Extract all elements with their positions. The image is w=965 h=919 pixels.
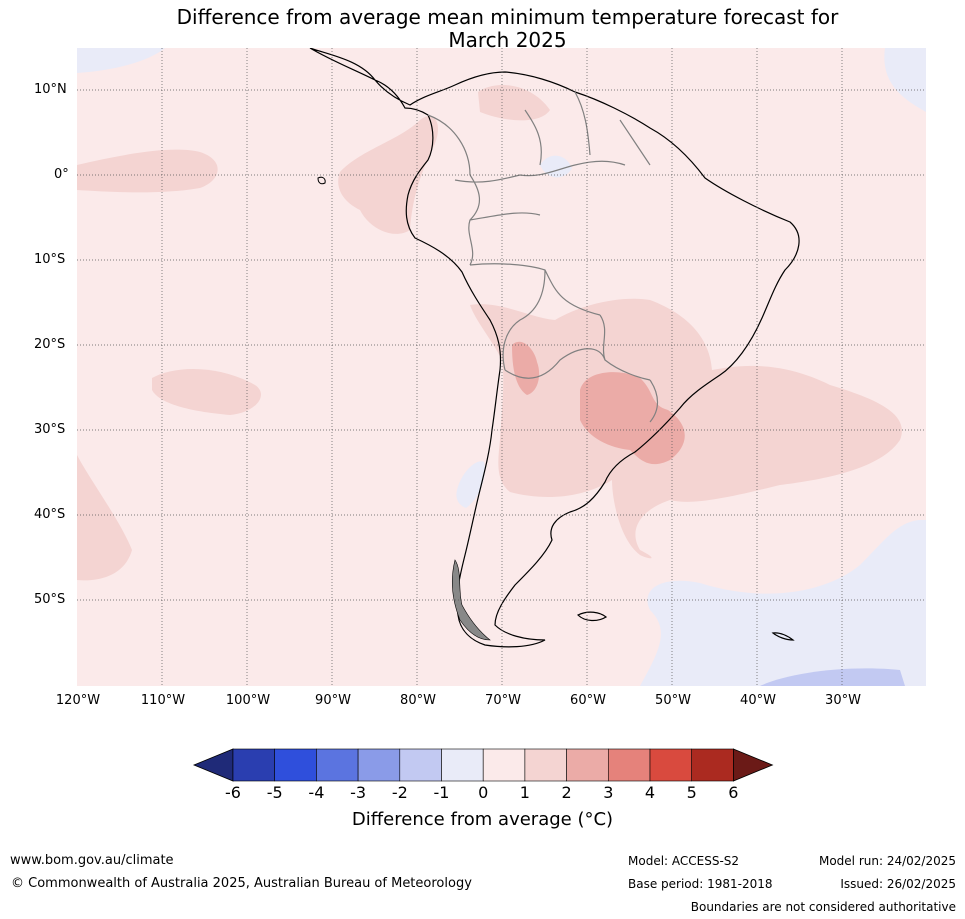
colorbar-swatch (524, 748, 567, 782)
lon-label-40w: 40°W (740, 693, 776, 708)
colorbar-tick-label: -2 (391, 783, 408, 802)
lat-label-10n: 10°N (34, 82, 67, 97)
colorbar-tick-label: -5 (266, 783, 283, 802)
warm-patch-caribbean (478, 85, 550, 121)
colorbar-arrow-low (192, 748, 234, 782)
colorbar-swatch (399, 748, 442, 782)
south-america-coastline (309, 48, 800, 648)
colorbar-swatch (607, 748, 651, 782)
colorbar-tick-label: 6 (728, 783, 739, 802)
colorbar-tick-label: 3 (603, 783, 614, 802)
colorbar (192, 748, 774, 782)
colorbar-tick-label: -1 (433, 783, 450, 802)
map-title-line1: Difference from average mean minimum tem… (176, 5, 839, 29)
colorbar-tick-label: -6 (225, 783, 241, 802)
colorbar-swatch (566, 748, 609, 782)
cool-patch-deep (760, 668, 905, 686)
footer-base-period: Base period: 1981-2018 (628, 877, 773, 891)
cool-patch-nw (77, 48, 165, 73)
lat-label-10s: 10°S (34, 252, 66, 267)
south-georgia (771, 632, 795, 641)
graticule (77, 48, 926, 686)
colorbar-swatch (357, 748, 401, 782)
warm-patch-southeast-pacific (77, 455, 132, 581)
lon-label-60w: 60°W (570, 693, 606, 708)
colorbar-tick-label: 4 (644, 783, 656, 802)
anomaly-0-1-field (77, 48, 926, 686)
patagonia-islands (451, 559, 491, 641)
colorbar-tick-label: 0 (478, 783, 489, 802)
lon-label-90w: 90°W (315, 693, 351, 708)
colorbar-tick-label: -4 (308, 783, 325, 802)
footer-url: www.bom.gov.au/climate (10, 853, 174, 868)
colorbar-tick-label: 1 (519, 783, 530, 802)
warm-patch-colombia-coast (338, 116, 439, 234)
warm-patch-paraguay-west (512, 341, 540, 395)
lon-label-70w: 70°W (485, 693, 521, 708)
colorbar-tick-label: 5 (686, 783, 697, 802)
footer-model: Model: ACCESS-S2 (628, 854, 740, 868)
colorbar-swatch (441, 748, 484, 782)
lat-label-0: 0° (54, 167, 69, 182)
cool-patch-ne (884, 48, 926, 112)
colorbar-tick-label: 2 (561, 783, 572, 802)
warm-patch-equatorial-pacific (77, 149, 218, 193)
lat-label-40s: 40°S (34, 507, 66, 522)
galapagos-islands (317, 176, 326, 185)
lon-label-50w: 50°W (655, 693, 691, 708)
colorbar-swatch (482, 748, 526, 782)
colorbar-swatch (232, 748, 276, 782)
footer-disclaimer: Boundaries are not considered authoritat… (690, 900, 956, 914)
country-borders (427, 91, 659, 423)
warm-patch-la-plata (580, 372, 685, 465)
lat-label-50s: 50°S (34, 592, 66, 607)
lon-label-80w: 80°W (400, 693, 436, 708)
colorbar-label: Difference from average (°C) (351, 809, 614, 830)
colorbar-swatch (649, 748, 693, 782)
footer-model-run: Model run: 24/02/2025 (818, 854, 956, 868)
colorbar-swatch (274, 748, 317, 782)
colorbar-swatch (316, 748, 359, 782)
cool-patch-south-atlantic (640, 519, 926, 686)
colorbar-tick-label: -3 (350, 783, 367, 802)
lon-label-120w: 120°W (55, 693, 101, 708)
footer-copyright: © Commonwealth of Australia 2025, Austra… (11, 876, 472, 891)
lat-label-20s: 20°S (34, 337, 66, 352)
lon-label-30w: 30°W (825, 693, 861, 708)
colorbar-swatch (691, 748, 734, 782)
footer-issued: Issued: 26/02/2025 (840, 877, 956, 891)
cool-patch-orinoco (540, 155, 572, 178)
lon-label-100w: 100°W (225, 693, 271, 708)
cool-patch-chile (456, 461, 485, 508)
lat-label-30s: 30°S (34, 422, 66, 437)
lon-label-110w: 110°W (140, 693, 186, 708)
colorbar-arrow-high (733, 748, 774, 782)
map-panel (77, 48, 926, 686)
warm-patch-south-pacific (152, 368, 261, 415)
warm-patch-central-south-america (470, 298, 902, 559)
